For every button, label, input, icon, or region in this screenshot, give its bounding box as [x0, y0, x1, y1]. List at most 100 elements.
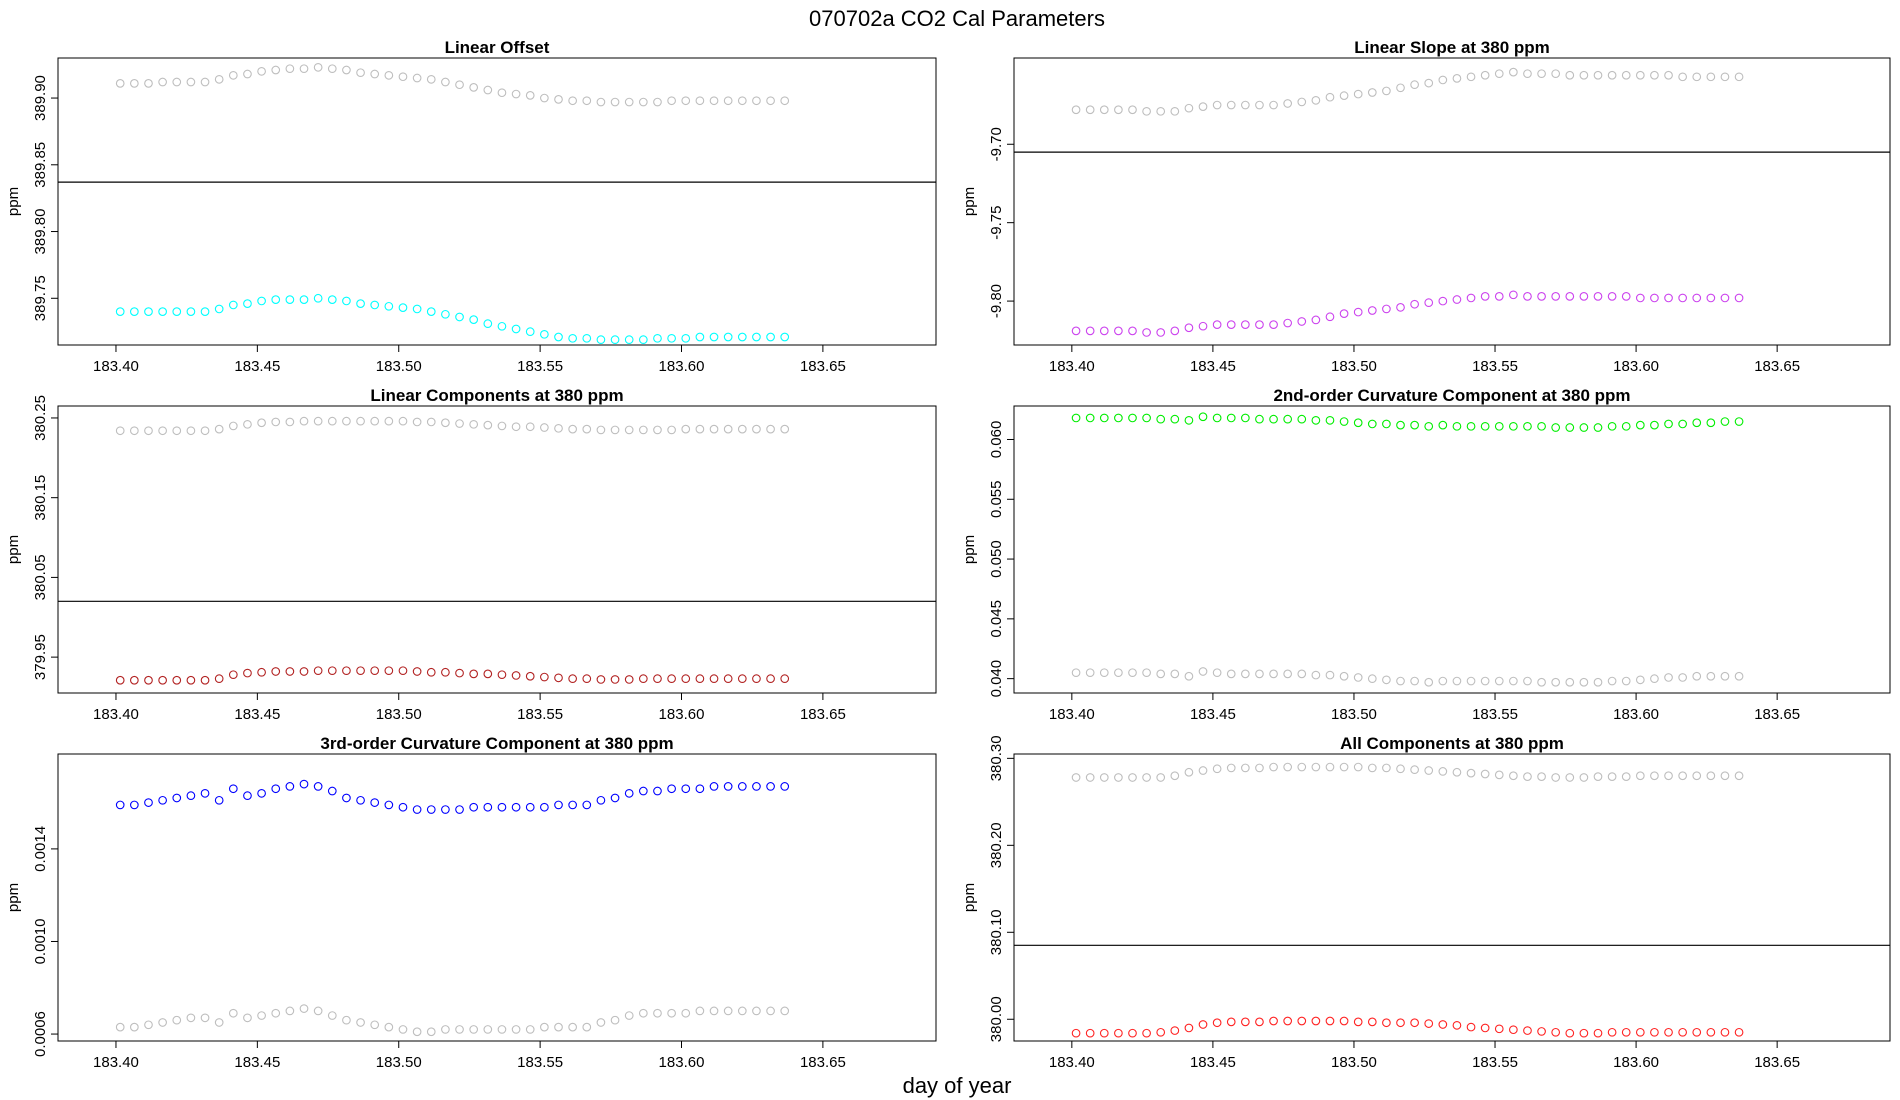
- series-2: [115, 1004, 790, 1037]
- data-point: [115, 426, 125, 436]
- data-point: [1339, 309, 1349, 318]
- x-tick-label: 183.60: [1613, 706, 1659, 723]
- data-point: [1071, 105, 1081, 115]
- data-point: [1523, 292, 1532, 301]
- data-point: [426, 417, 436, 427]
- data-point: [667, 1008, 676, 1018]
- data-point: [709, 782, 719, 791]
- data-point: [1480, 676, 1490, 686]
- data-point: [327, 786, 337, 796]
- data-point: [1184, 416, 1194, 425]
- data-point: [624, 425, 634, 435]
- x-tick-label: 183.40: [93, 1054, 139, 1071]
- y-tick-label: 0.050: [988, 540, 1005, 578]
- data-point: [342, 416, 351, 426]
- x-tick-label: 183.55: [1472, 358, 1518, 375]
- data-point: [243, 419, 252, 429]
- data-point: [1678, 1027, 1687, 1037]
- data-point: [115, 1022, 125, 1032]
- data-point: [653, 425, 662, 435]
- x-tick-label: 183.45: [1190, 706, 1236, 723]
- data-point: [1593, 292, 1603, 301]
- data-point: [1607, 292, 1617, 301]
- series-1: [1071, 412, 1744, 432]
- data-point: [1311, 762, 1321, 772]
- data-point: [1396, 420, 1405, 430]
- x-tick-label: 183.45: [1190, 1054, 1236, 1071]
- data-point: [1410, 765, 1419, 775]
- x-tick-label: 183.40: [93, 706, 139, 723]
- data-point: [596, 425, 606, 435]
- data-point: [1706, 418, 1716, 428]
- data-point: [667, 333, 676, 343]
- series-1: [115, 779, 790, 814]
- data-point: [1480, 1023, 1490, 1033]
- data-point: [356, 68, 365, 78]
- y-axis-label: ppm: [5, 187, 22, 216]
- data-point: [285, 667, 295, 676]
- data-point: [1424, 1019, 1434, 1028]
- data-point: [1565, 423, 1575, 432]
- chart-panel-6: All Components at 380 ppm ppm 183.40 183.45…: [961, 734, 1891, 1071]
- data-point: [1650, 293, 1659, 303]
- data-point: [1466, 421, 1476, 431]
- data-point: [1579, 677, 1589, 687]
- data-point: [129, 79, 139, 88]
- data-point: [214, 304, 224, 314]
- data-point: [582, 800, 592, 810]
- data-point: [780, 674, 790, 684]
- data-point: [1551, 69, 1561, 79]
- data-point: [243, 791, 252, 801]
- data-point: [356, 1018, 365, 1027]
- data-point: [1297, 414, 1307, 424]
- data-point: [582, 96, 592, 106]
- data-point: [115, 79, 125, 88]
- data-point: [1114, 668, 1123, 678]
- data-point: [667, 96, 676, 106]
- x-tick-label: 183.65: [1754, 358, 1800, 375]
- data-point: [667, 784, 676, 794]
- data-point: [1114, 326, 1123, 336]
- data-point: [1537, 292, 1546, 301]
- data-point: [780, 332, 790, 342]
- data-point: [681, 96, 691, 106]
- data-point: [1410, 299, 1419, 309]
- data-point: [1085, 668, 1095, 678]
- data-point: [1706, 293, 1716, 303]
- data-point: [1494, 676, 1504, 686]
- data-point: [257, 667, 266, 677]
- data-point: [1255, 669, 1264, 679]
- data-point: [327, 1011, 337, 1020]
- data-point: [1396, 303, 1405, 312]
- data-point: [1664, 673, 1673, 682]
- series-1: [1071, 67, 1744, 116]
- data-point: [313, 1006, 323, 1016]
- data-point: [483, 1025, 493, 1034]
- data-point: [129, 675, 139, 685]
- data-point: [1170, 414, 1180, 424]
- data-point: [653, 674, 662, 684]
- data-point: [1085, 326, 1095, 336]
- data-point: [568, 1022, 577, 1032]
- data-point: [1156, 414, 1166, 424]
- plot-frame: [1013, 57, 1891, 346]
- data-point: [257, 296, 266, 306]
- data-point: [271, 667, 281, 676]
- data-point: [384, 416, 394, 426]
- data-point: [1099, 1028, 1109, 1038]
- x-tick-label: 183.45: [1190, 358, 1236, 375]
- y-tick-label: 389.85: [32, 142, 49, 188]
- data-point: [1339, 671, 1349, 681]
- data-point: [511, 1025, 521, 1034]
- data-point: [412, 304, 422, 314]
- data-point: [172, 77, 182, 87]
- data-point: [1269, 414, 1278, 424]
- data-point: [158, 1018, 167, 1027]
- data-point: [285, 295, 295, 304]
- data-point: [271, 784, 281, 794]
- data-point: [1339, 1016, 1349, 1026]
- data-point: [370, 69, 380, 79]
- data-point: [1706, 671, 1716, 681]
- data-point: [115, 307, 125, 316]
- data-point: [723, 424, 733, 434]
